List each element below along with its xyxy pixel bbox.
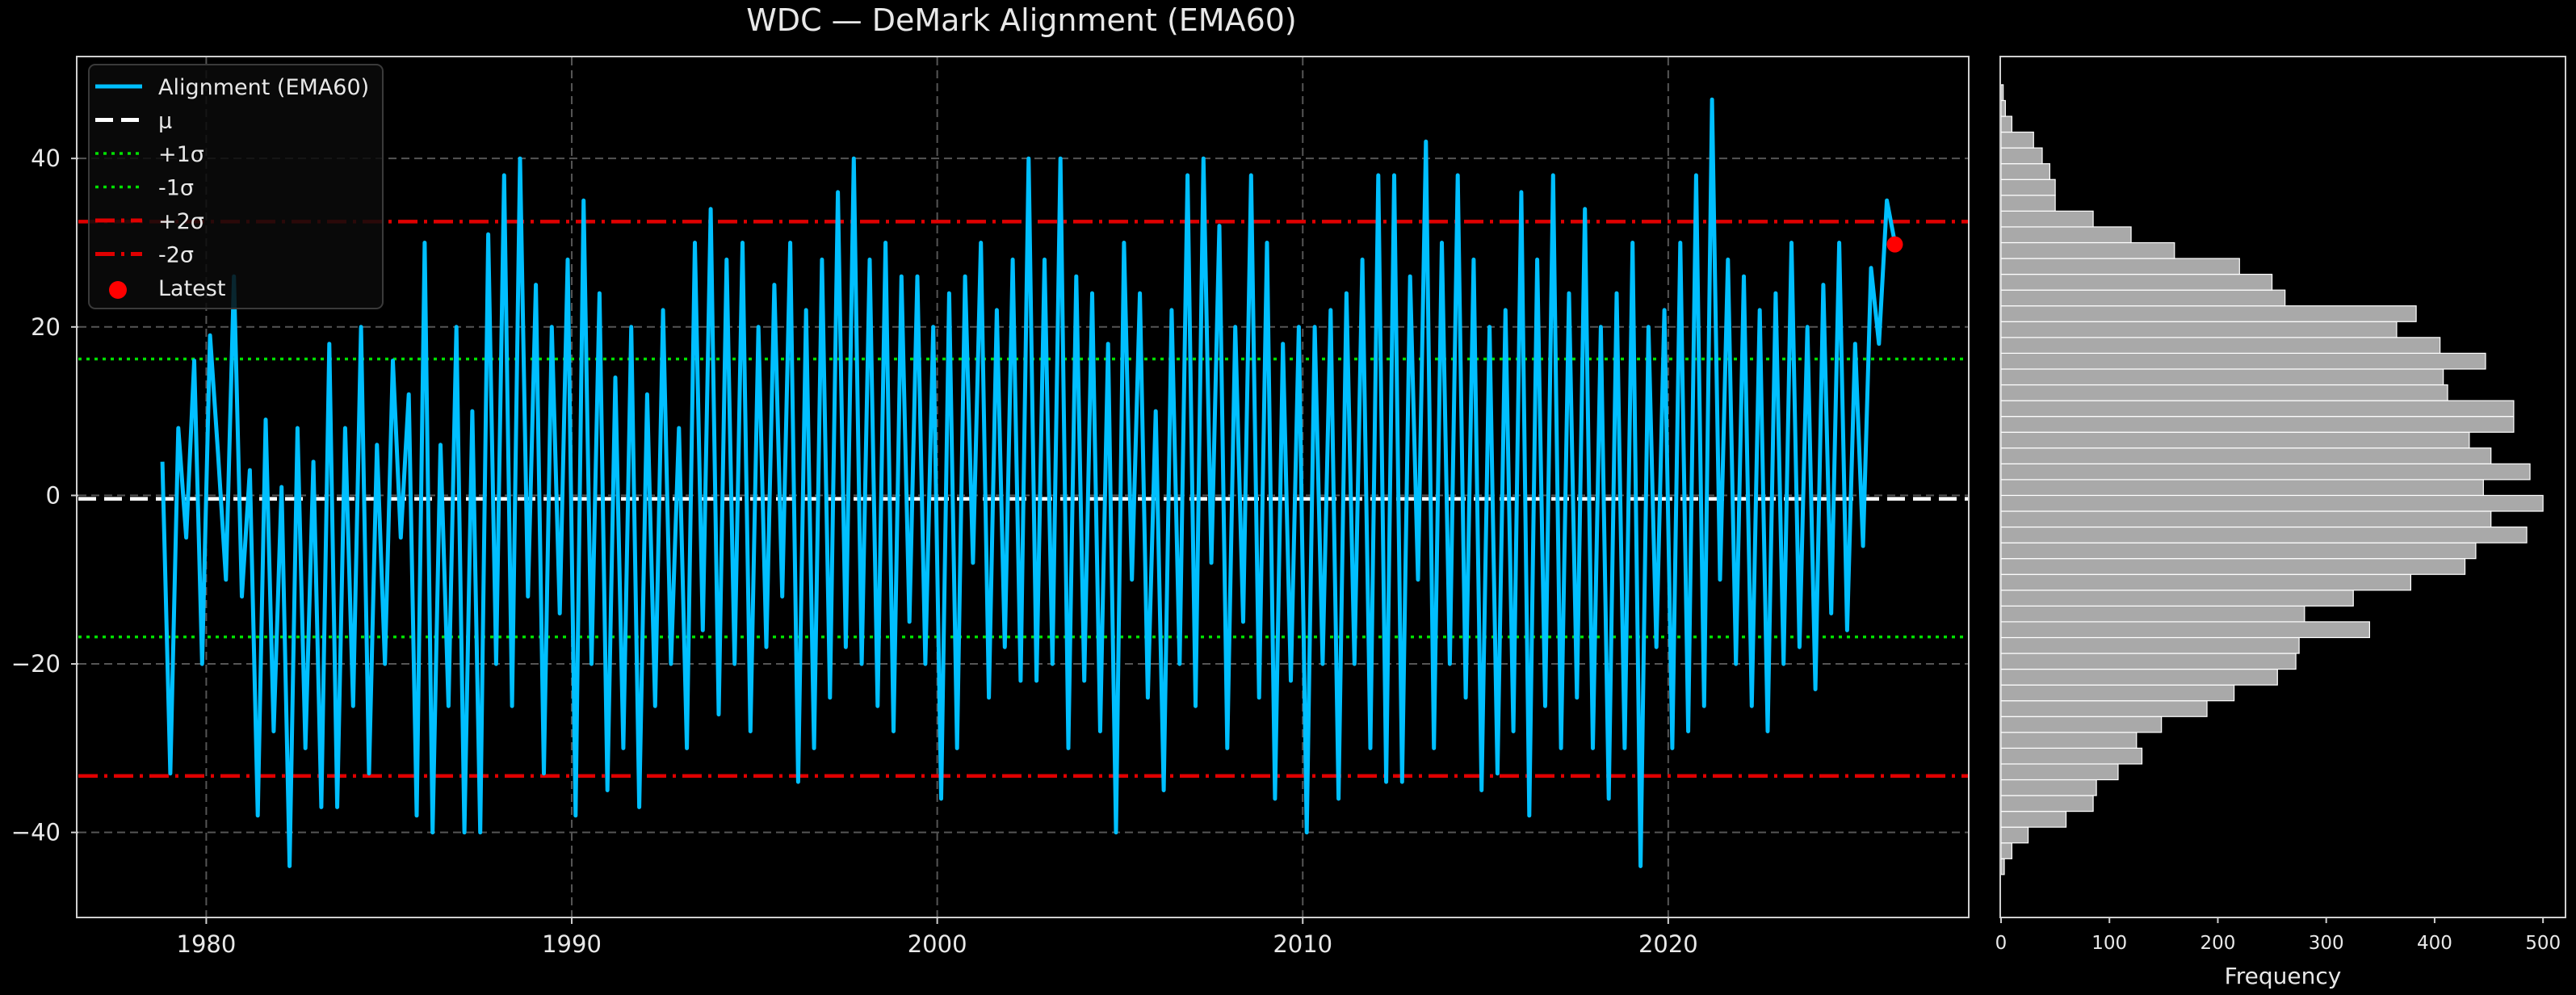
histogram-bar [2000,431,2470,449]
histogram-bar [2000,811,2067,828]
histogram-bar [2000,321,2398,338]
latest-marker [1886,236,1903,253]
histogram-x-tick-label: 100 [2091,933,2127,954]
histogram-bar [2000,147,2043,165]
y-tick-label: −20 [11,650,61,678]
histogram-bar [2000,226,2132,244]
histogram-bar [2000,84,2004,102]
legend-label: Latest [158,276,225,301]
histogram-bar [2000,858,2005,875]
histogram-bar [2000,763,2119,781]
histogram-bar [2000,636,2300,654]
histogram-frame [1999,56,2566,918]
histogram-bar [2000,337,2441,355]
x-tick-label: 2010 [1273,930,1332,958]
legend-box [88,64,384,309]
histogram-bar [2000,747,2143,765]
histogram-bar [2000,447,2492,464]
histogram-bar [2000,131,2034,149]
histogram-bar [2000,400,2515,418]
histogram-bar [2000,653,2297,670]
histogram-bar [2000,305,2417,322]
main-plot-frame [76,56,1970,918]
legend-label: -1σ [158,176,194,201]
histogram-x-tick-label: 500 [2525,933,2561,954]
histogram-bar [2000,842,2013,859]
histogram-bar [2000,668,2278,686]
histogram-bar [2000,368,2444,386]
chart-title: WDC — DeMark Alignment (EMA60) [746,2,1297,38]
legend-label: +2σ [158,209,204,234]
histogram-bar [2000,510,2492,528]
histogram-bar [2000,99,2006,117]
main-x-ticks: 1980 1990 2000 2010 2020 [177,917,1698,958]
histogram-bar [2000,210,2094,228]
histogram-bar [2000,463,2531,481]
histogram-bar [2000,258,2240,275]
x-tick-label: 2020 [1638,930,1698,958]
histogram-bar [2000,542,2477,560]
y-tick-label: −40 [11,819,61,846]
histogram-bar [2000,274,2273,291]
x-tick-label: 1990 [542,930,602,958]
histogram-bar [2000,289,2286,307]
histogram-bar [2000,163,2051,180]
y-tick-label: 40 [31,145,61,172]
histogram-x-tick-label: 200 [2201,933,2236,954]
legend-swatch [109,281,127,299]
y-tick-label: 0 [46,481,61,509]
y-tick-label: 20 [31,313,61,341]
x-tick-label: 1980 [177,930,237,958]
x-tick-label: 2000 [908,930,967,958]
histogram-bar [2000,573,2411,591]
histogram-bar [2000,779,2097,796]
histogram-bar [2000,479,2484,497]
histogram-bars [2000,84,2544,875]
histogram-bar [2000,195,2056,212]
legend-label: +1σ [158,142,204,167]
histogram-x-tick-label: 300 [2309,933,2344,954]
latest-marker-group [1886,236,1903,253]
histogram-bar [2000,826,2029,844]
histogram-bar [2000,605,2305,623]
histogram-bar [2000,416,2515,433]
histogram-bar [2000,558,2466,575]
legend-label: Alignment (EMA60) [158,75,369,100]
histogram-x-label: Frequency [2225,963,2342,989]
histogram-bar [2000,621,2370,639]
legend: Alignment (EMA60) μ +1σ -1σ +2σ -2σ Latest [88,64,384,309]
histogram-bar [2000,352,2486,370]
histogram-x-ticks: 0 100 200 300 400 500 [1995,917,2561,954]
histogram-bar [2000,684,2235,702]
histogram-bar [2000,795,2094,812]
histogram-bar [2000,526,2528,544]
alignment-line [160,97,1897,868]
histogram-bar [2000,700,2208,717]
histogram-bar [2000,590,2354,607]
histogram-bar [2000,732,2138,749]
histogram-plot: 0 100 200 300 400 500 Frequency [1995,56,2566,989]
histogram-bar [2000,115,2013,133]
histogram-bar [2000,494,2544,512]
histogram-x-tick-label: 400 [2417,933,2452,954]
main-y-ticks: −40 −20 0 20 40 [11,145,78,846]
histogram-bar [2000,178,2056,196]
main-plot: 1980 1990 2000 2010 2020 −40 −20 0 20 40 Alignme… [11,56,1970,958]
legend-label: μ [158,109,172,134]
series-alignment [160,97,1897,868]
legend-label: -2σ [158,243,194,268]
histogram-x-tick-label: 0 [1995,933,2008,954]
histogram-bar [2000,716,2163,733]
histogram-bar [2000,384,2448,401]
histogram-bar [2000,241,2175,259]
